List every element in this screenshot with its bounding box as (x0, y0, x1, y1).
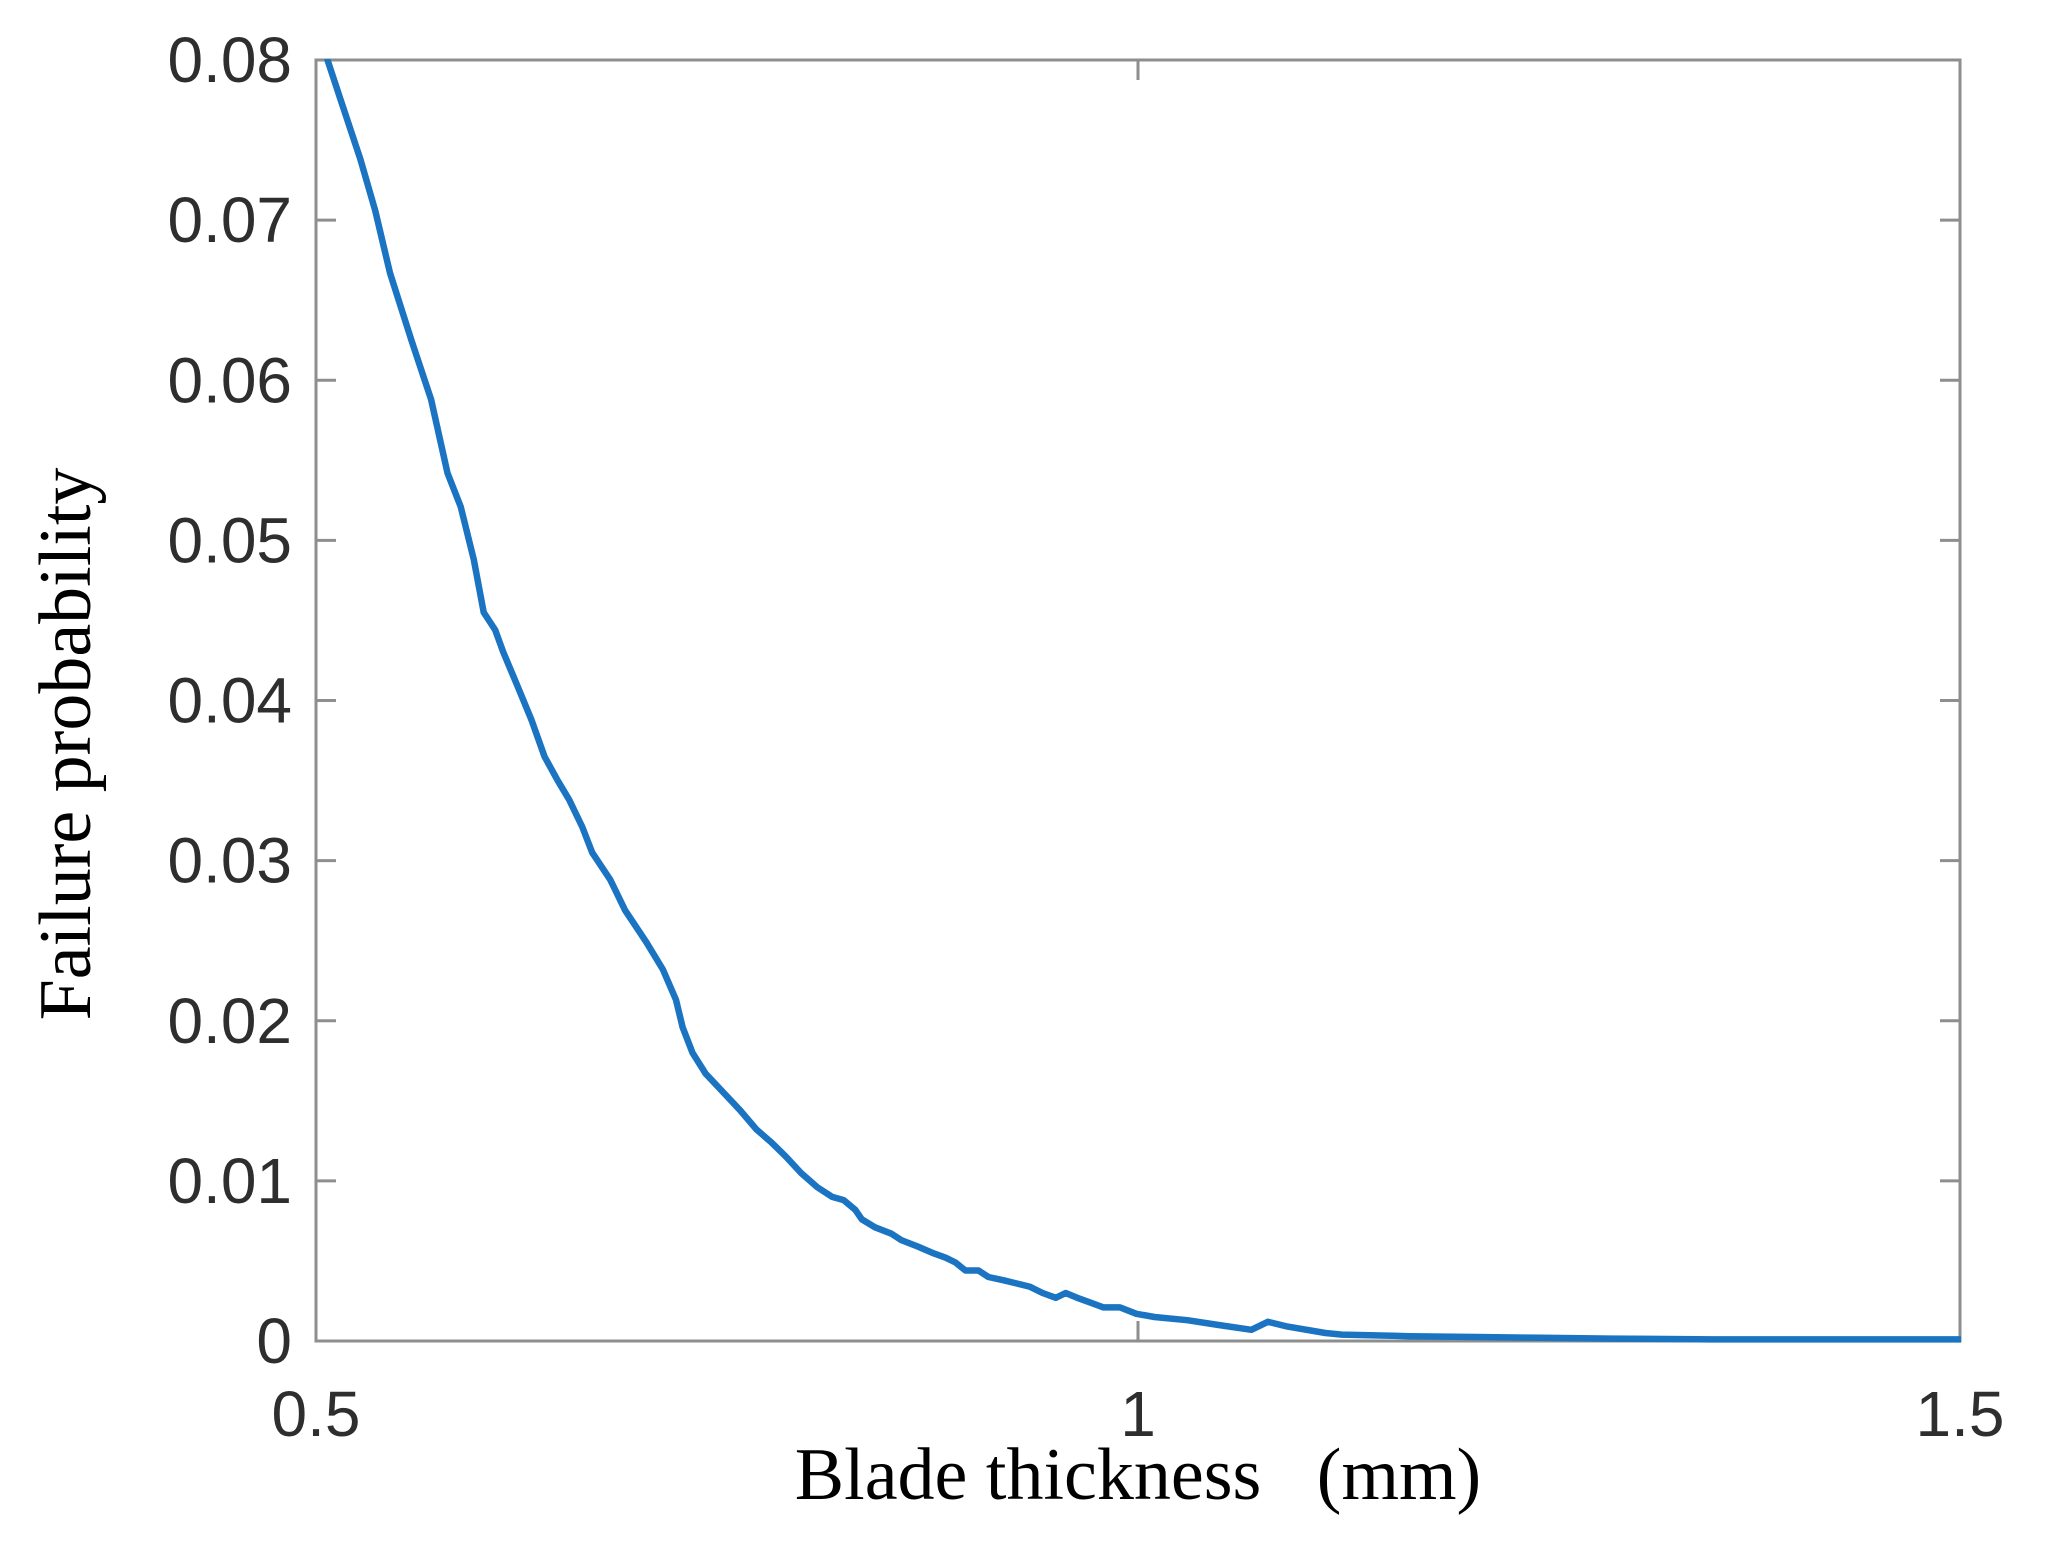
y-tick-label: 0.04 (167, 665, 292, 737)
y-axis-title: Failure probability (25, 467, 107, 1021)
x-axis-title: Blade thickness (mm) (794, 1434, 1482, 1516)
y-tick-label: 0.02 (167, 985, 292, 1057)
x-tick-label: 0.5 (272, 1378, 361, 1450)
y-tick-label: 0.08 (167, 24, 292, 96)
y-tick-label: 0.06 (167, 344, 292, 416)
x-tick-label: 1 (1120, 1378, 1156, 1450)
curve-failure-probability (324, 59, 1961, 1343)
y-tick-label: 0.05 (167, 504, 292, 576)
y-tick-label: 0.03 (167, 825, 292, 897)
y-tick-label: 0.01 (167, 1145, 292, 1217)
y-tick-label: 0.07 (167, 184, 292, 256)
y-tick-label: 0 (256, 1305, 292, 1377)
x-tick-label: 1.5 (1916, 1378, 2005, 1450)
axis-frame (314, 58, 1962, 1343)
